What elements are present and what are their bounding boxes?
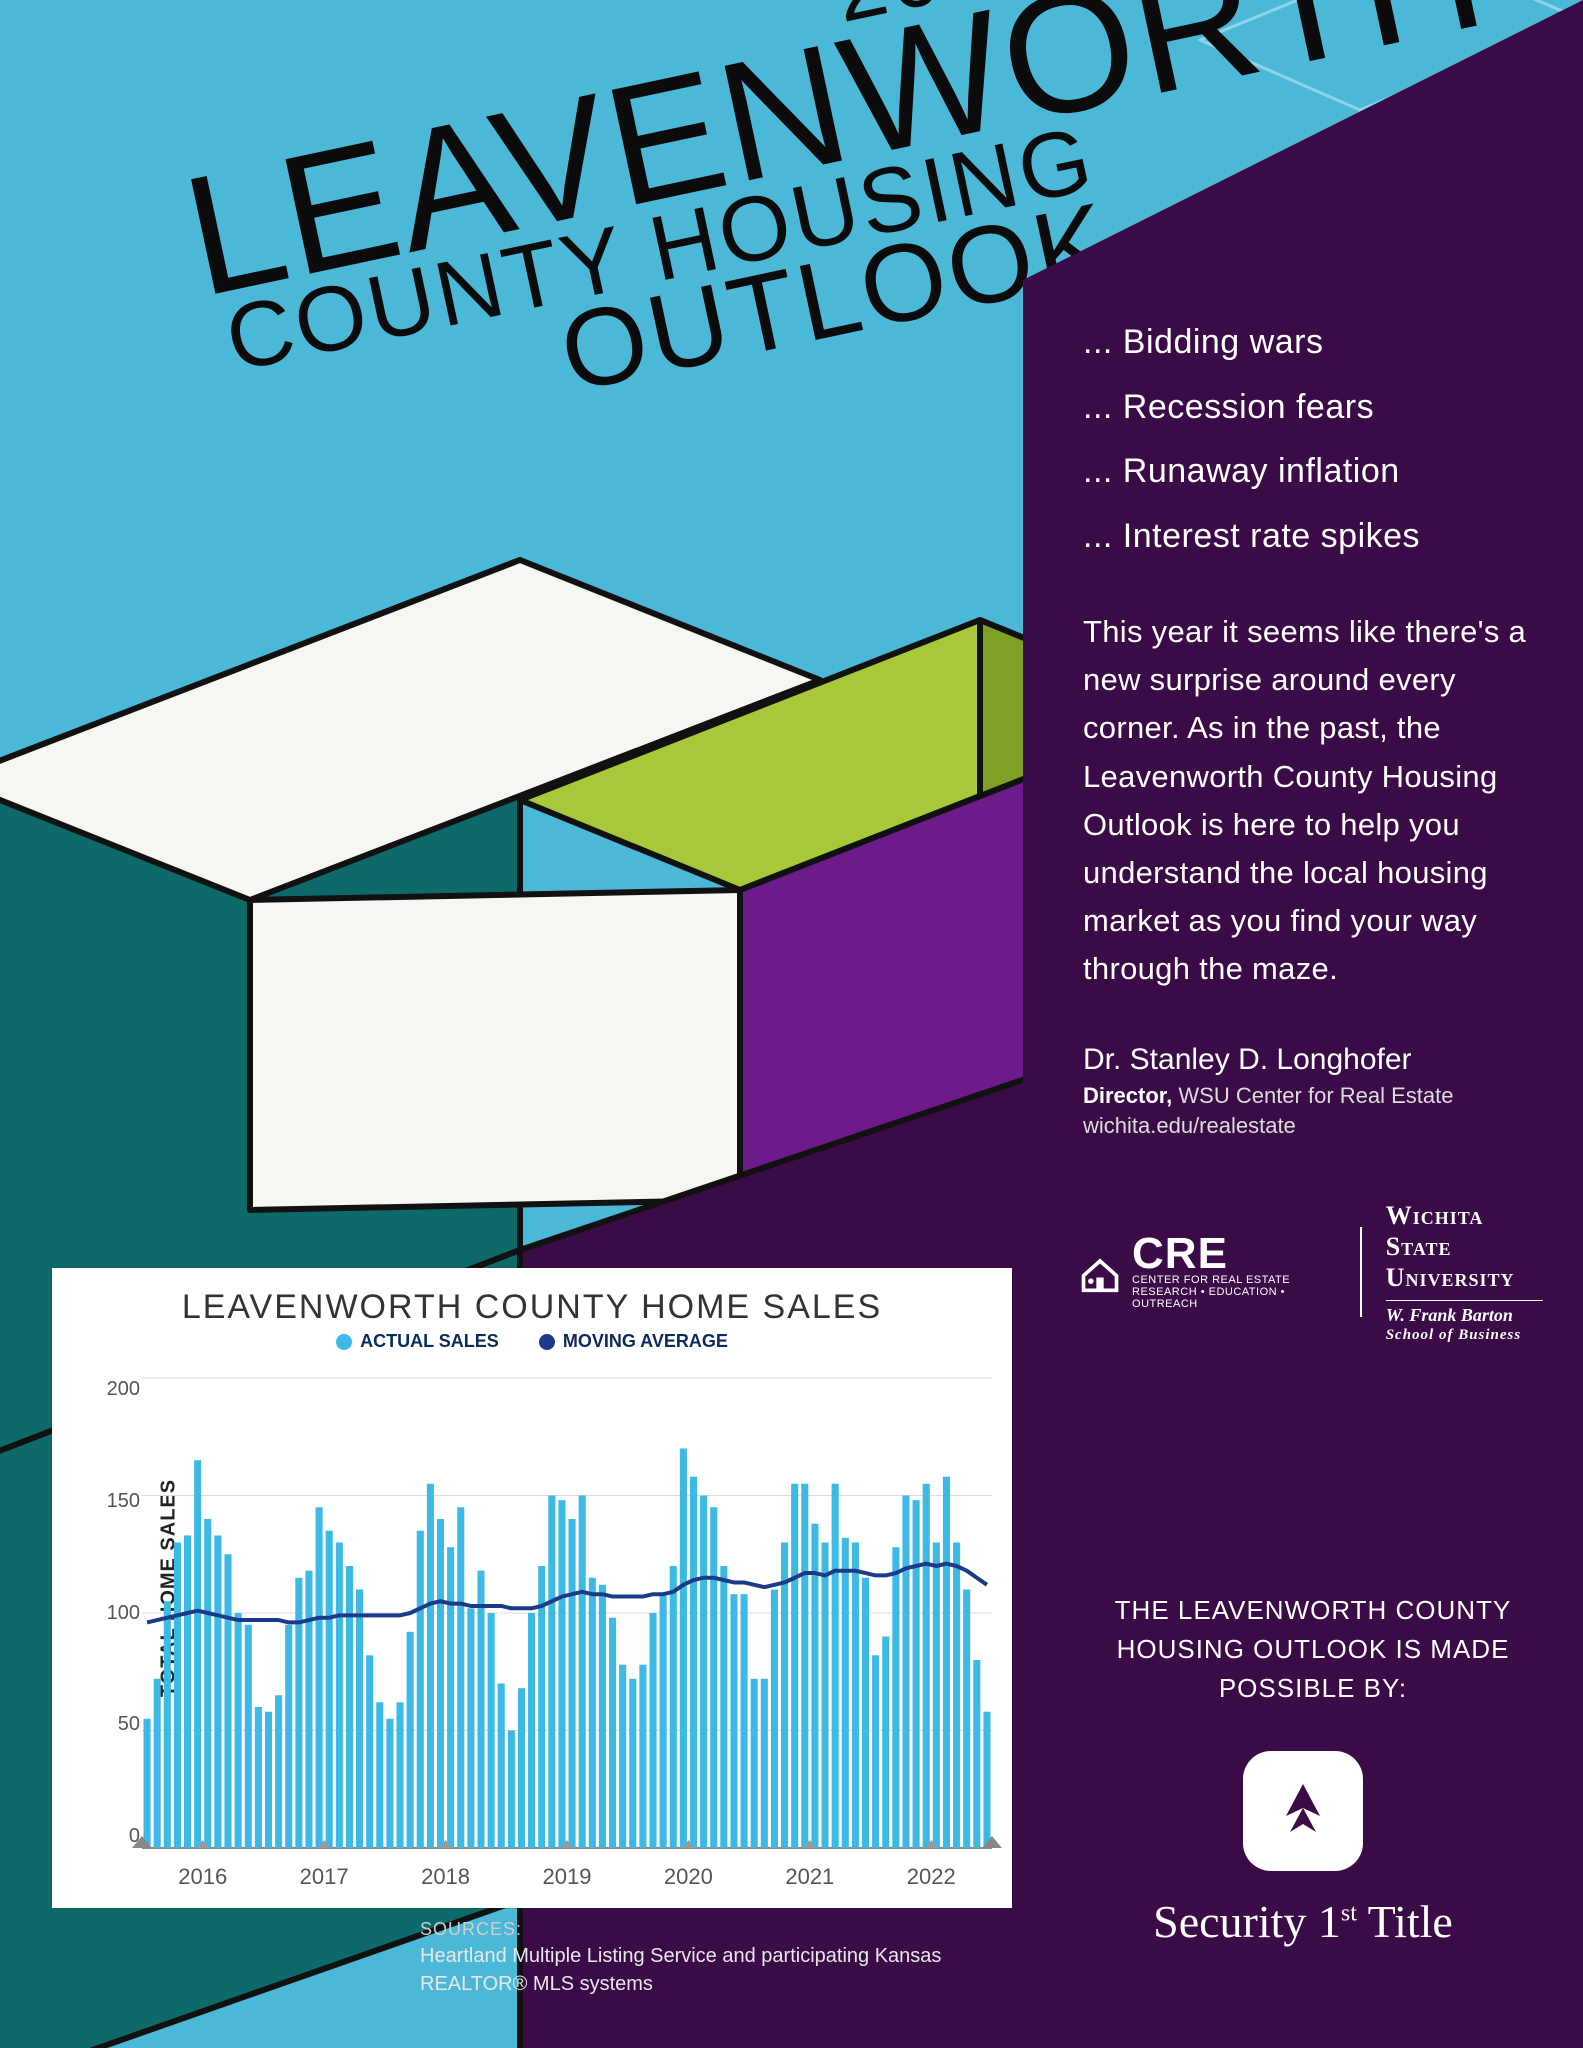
- x-axis-ticks: 2016201720182019202020212022: [142, 1864, 992, 1890]
- side-panel: Bidding wars Recession fears Runaway inf…: [1023, 0, 1583, 2048]
- wsu-logo: Wichita State University W. Frank Barton…: [1386, 1200, 1543, 1344]
- logo-row: CRE CENTER FOR REAL ESTATE RESEARCH • ED…: [1078, 1200, 1543, 1344]
- sponsor-block: Security 1st Title: [1023, 1751, 1583, 1948]
- page: 2023 LEAVENWORTH COUNTY HOUSING OUTLOOK …: [0, 0, 1583, 2048]
- author-title: Director, WSU Center for Real Estate: [1083, 1083, 1543, 1109]
- bullet-item: Recession fears: [1083, 375, 1543, 440]
- sources-line: Heartland Multiple Listing Service and p…: [420, 1942, 941, 1970]
- sponsor-logo-icon: [1243, 1751, 1363, 1871]
- sources-line: REALTOR® MLS systems: [420, 1970, 941, 1998]
- bullet-item: Interest rate spikes: [1083, 504, 1543, 569]
- sponsor-label: THE LEAVENWORTH COUNTY HOUSING OUTLOOK I…: [1083, 1591, 1543, 1708]
- author-name: Dr. Stanley D. Longhofer: [1083, 1043, 1543, 1077]
- intro-paragraph: This year it seems like there's a new su…: [1083, 608, 1543, 992]
- cre-line-1: CENTER FOR REAL ESTATE: [1132, 1274, 1336, 1286]
- y-axis-ticks: 200150100500: [100, 1378, 140, 1848]
- chart-legend: ACTUAL SALES MOVING AVERAGE: [76, 1331, 988, 1352]
- chart-panel: LEAVENWORTH COUNTY HOME SALES ACTUAL SAL…: [52, 1268, 1012, 1908]
- author-url: wichita.edu/realestate: [1083, 1113, 1543, 1139]
- sources-heading: SOURCES:: [420, 1917, 941, 1942]
- bullet-item: Bidding wars: [1083, 310, 1543, 375]
- cre-line-2: RESEARCH • EDUCATION • OUTREACH: [1132, 1286, 1336, 1310]
- divider: [1360, 1227, 1362, 1317]
- author-block: Dr. Stanley D. Longhofer Director, WSU C…: [1083, 1043, 1543, 1139]
- chart-sources: SOURCES: Heartland Multiple Listing Serv…: [420, 1917, 941, 1998]
- bullet-item: Runaway inflation: [1083, 439, 1543, 504]
- bullet-list: Bidding wars Recession fears Runaway inf…: [1083, 310, 1543, 568]
- house-icon: [1078, 1248, 1122, 1296]
- chart-plot-area: [142, 1378, 992, 1848]
- legend-item: ACTUAL SALES: [336, 1331, 499, 1352]
- chart-title: LEAVENWORTH COUNTY HOME SALES: [76, 1288, 988, 1327]
- cre-logo: CRE CENTER FOR REAL ESTATE RESEARCH • ED…: [1078, 1234, 1336, 1310]
- sponsor-name: Security 1st Title: [1153, 1895, 1453, 1948]
- cre-abbr: CRE: [1132, 1234, 1336, 1274]
- legend-item: MOVING AVERAGE: [539, 1331, 728, 1352]
